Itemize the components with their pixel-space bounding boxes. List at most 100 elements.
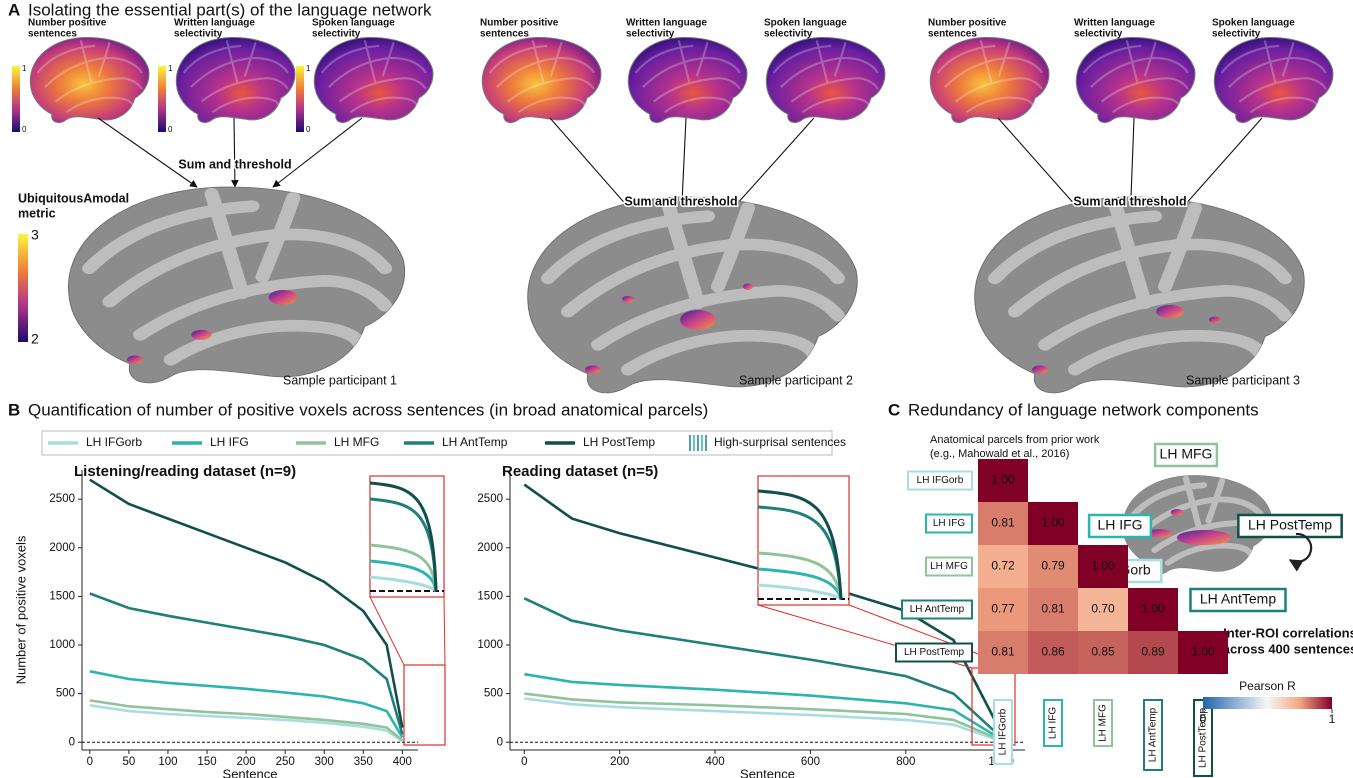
activation — [680, 310, 716, 330]
col-label: LH MFG — [1098, 704, 1109, 742]
cell-label: 0.77 — [991, 602, 1015, 616]
activation — [585, 366, 601, 374]
col-label: LH IFG — [1048, 707, 1059, 739]
sum-label: Sum and threshold — [1073, 194, 1186, 208]
arrow — [273, 118, 362, 187]
caption: across 400 sentences — [1223, 641, 1353, 656]
x-tick-label: 50 — [122, 756, 135, 768]
activation — [1171, 509, 1184, 516]
chart-title: Reading dataset (n=5) — [502, 463, 658, 480]
sum-label: Sum and threshold — [178, 157, 291, 171]
activation — [269, 290, 298, 305]
small-brain — [1076, 37, 1195, 122]
activation — [191, 330, 211, 340]
colorbar — [158, 66, 166, 132]
series-line — [90, 671, 403, 737]
y-tick-label: 2500 — [477, 493, 503, 505]
brain-label: LH PostTemp — [1248, 517, 1332, 533]
panel-title: Quantification of number of positive vox… — [28, 400, 708, 419]
map-label: sentences — [28, 29, 77, 40]
colorbar-tick: 0 — [22, 125, 27, 134]
row-label: LH MFG — [930, 561, 968, 572]
y-tick-label: 2000 — [49, 542, 75, 554]
x-tick-label: 400 — [393, 756, 412, 768]
colorbar-tick-label: 1 — [1329, 712, 1336, 726]
metric-tick: 2 — [31, 331, 39, 347]
cell-label: 0.81 — [991, 516, 1015, 530]
cell-label: 0.81 — [1041, 602, 1065, 616]
legend-label: LH PostTemp — [583, 435, 655, 449]
x-tick-label: 0 — [521, 756, 527, 768]
x-axis-label: Sentence — [740, 766, 795, 778]
map-label: Spoken language — [312, 18, 395, 29]
colorbar-label: Pearson R — [1239, 679, 1296, 693]
figure: AIsolating the essential part(s) of the … — [0, 0, 1353, 778]
activation — [622, 296, 634, 303]
map-label: selectivity — [312, 29, 361, 40]
panel-title: Isolating the essential part(s) of the l… — [28, 0, 432, 19]
y-tick-label: 0 — [69, 736, 75, 748]
map-label: selectivity — [626, 29, 675, 40]
caption: Inter-ROI correlations — [1223, 625, 1353, 640]
caption: Sample participant 2 — [739, 373, 853, 387]
cell-label: 1.00 — [1041, 516, 1065, 530]
col-label: LH AntTemp — [1148, 707, 1159, 762]
colorbar — [1203, 697, 1332, 709]
map-label: Written language — [626, 18, 707, 29]
map-label: Number positive — [480, 18, 559, 29]
x-axis-label: Sentence — [223, 766, 278, 778]
colorbar-tick: 1 — [22, 64, 27, 73]
x-tick-label: 600 — [801, 756, 820, 768]
metric-tick: 3 — [31, 227, 39, 243]
map-label: selectivity — [1074, 29, 1123, 40]
x-tick-label: 350 — [354, 756, 373, 768]
note: (e.g., Mahowald et al., 2016) — [930, 448, 1069, 460]
x-tick-label: 250 — [276, 756, 295, 768]
cell-label: 1.00 — [1091, 559, 1115, 573]
brain-label: LH MFG — [1160, 446, 1213, 462]
small-brain — [628, 37, 747, 122]
zoom-link — [444, 597, 445, 665]
small-brain — [482, 37, 601, 122]
small-brain — [1214, 37, 1333, 122]
map-label: sentences — [480, 29, 529, 40]
cell-label: 1.00 — [991, 473, 1015, 487]
activation — [127, 356, 143, 364]
map-label: Spoken language — [1212, 18, 1295, 29]
panel-letter: B — [8, 400, 20, 419]
colorbar — [12, 66, 20, 132]
cell-label: 0.79 — [1041, 559, 1065, 573]
map-label: selectivity — [1212, 29, 1261, 40]
x-tick-label: 0 — [87, 756, 93, 768]
brain — [528, 197, 857, 393]
activation — [1032, 366, 1048, 374]
small-brain — [176, 37, 295, 122]
row-label: LH IFG — [933, 518, 965, 529]
zoom-link — [370, 597, 404, 665]
col-label: LH IFGorb — [998, 708, 1009, 755]
y-tick-label: 500 — [484, 688, 503, 700]
colorbar-tick: 0 — [306, 125, 311, 134]
small-brain — [930, 37, 1049, 122]
map-label: Number positive — [28, 18, 107, 29]
y-tick-label: 1500 — [49, 590, 75, 602]
brain — [975, 197, 1304, 393]
chart-title: Listening/reading dataset (n=9) — [74, 463, 296, 480]
series-line — [524, 699, 1001, 742]
series-line — [90, 480, 403, 728]
cell-label: 0.81 — [991, 645, 1015, 659]
arrow — [98, 118, 197, 187]
small-brain — [766, 37, 885, 122]
zoom-box — [404, 665, 445, 745]
small-brain — [314, 37, 433, 122]
panel-letter: C — [888, 400, 900, 419]
x-tick-label: 100 — [158, 756, 177, 768]
map-label: selectivity — [174, 29, 223, 40]
brain-label: LH IFG — [1097, 517, 1142, 533]
row-label: LH IFGorb — [917, 475, 964, 486]
map-label: Written language — [174, 18, 255, 29]
legend-label: LH IFGorb — [86, 435, 142, 449]
panel-title: Redundancy of language network component… — [908, 400, 1259, 419]
y-tick-label: 500 — [56, 688, 75, 700]
row-label: LH PostTemp — [904, 647, 964, 658]
